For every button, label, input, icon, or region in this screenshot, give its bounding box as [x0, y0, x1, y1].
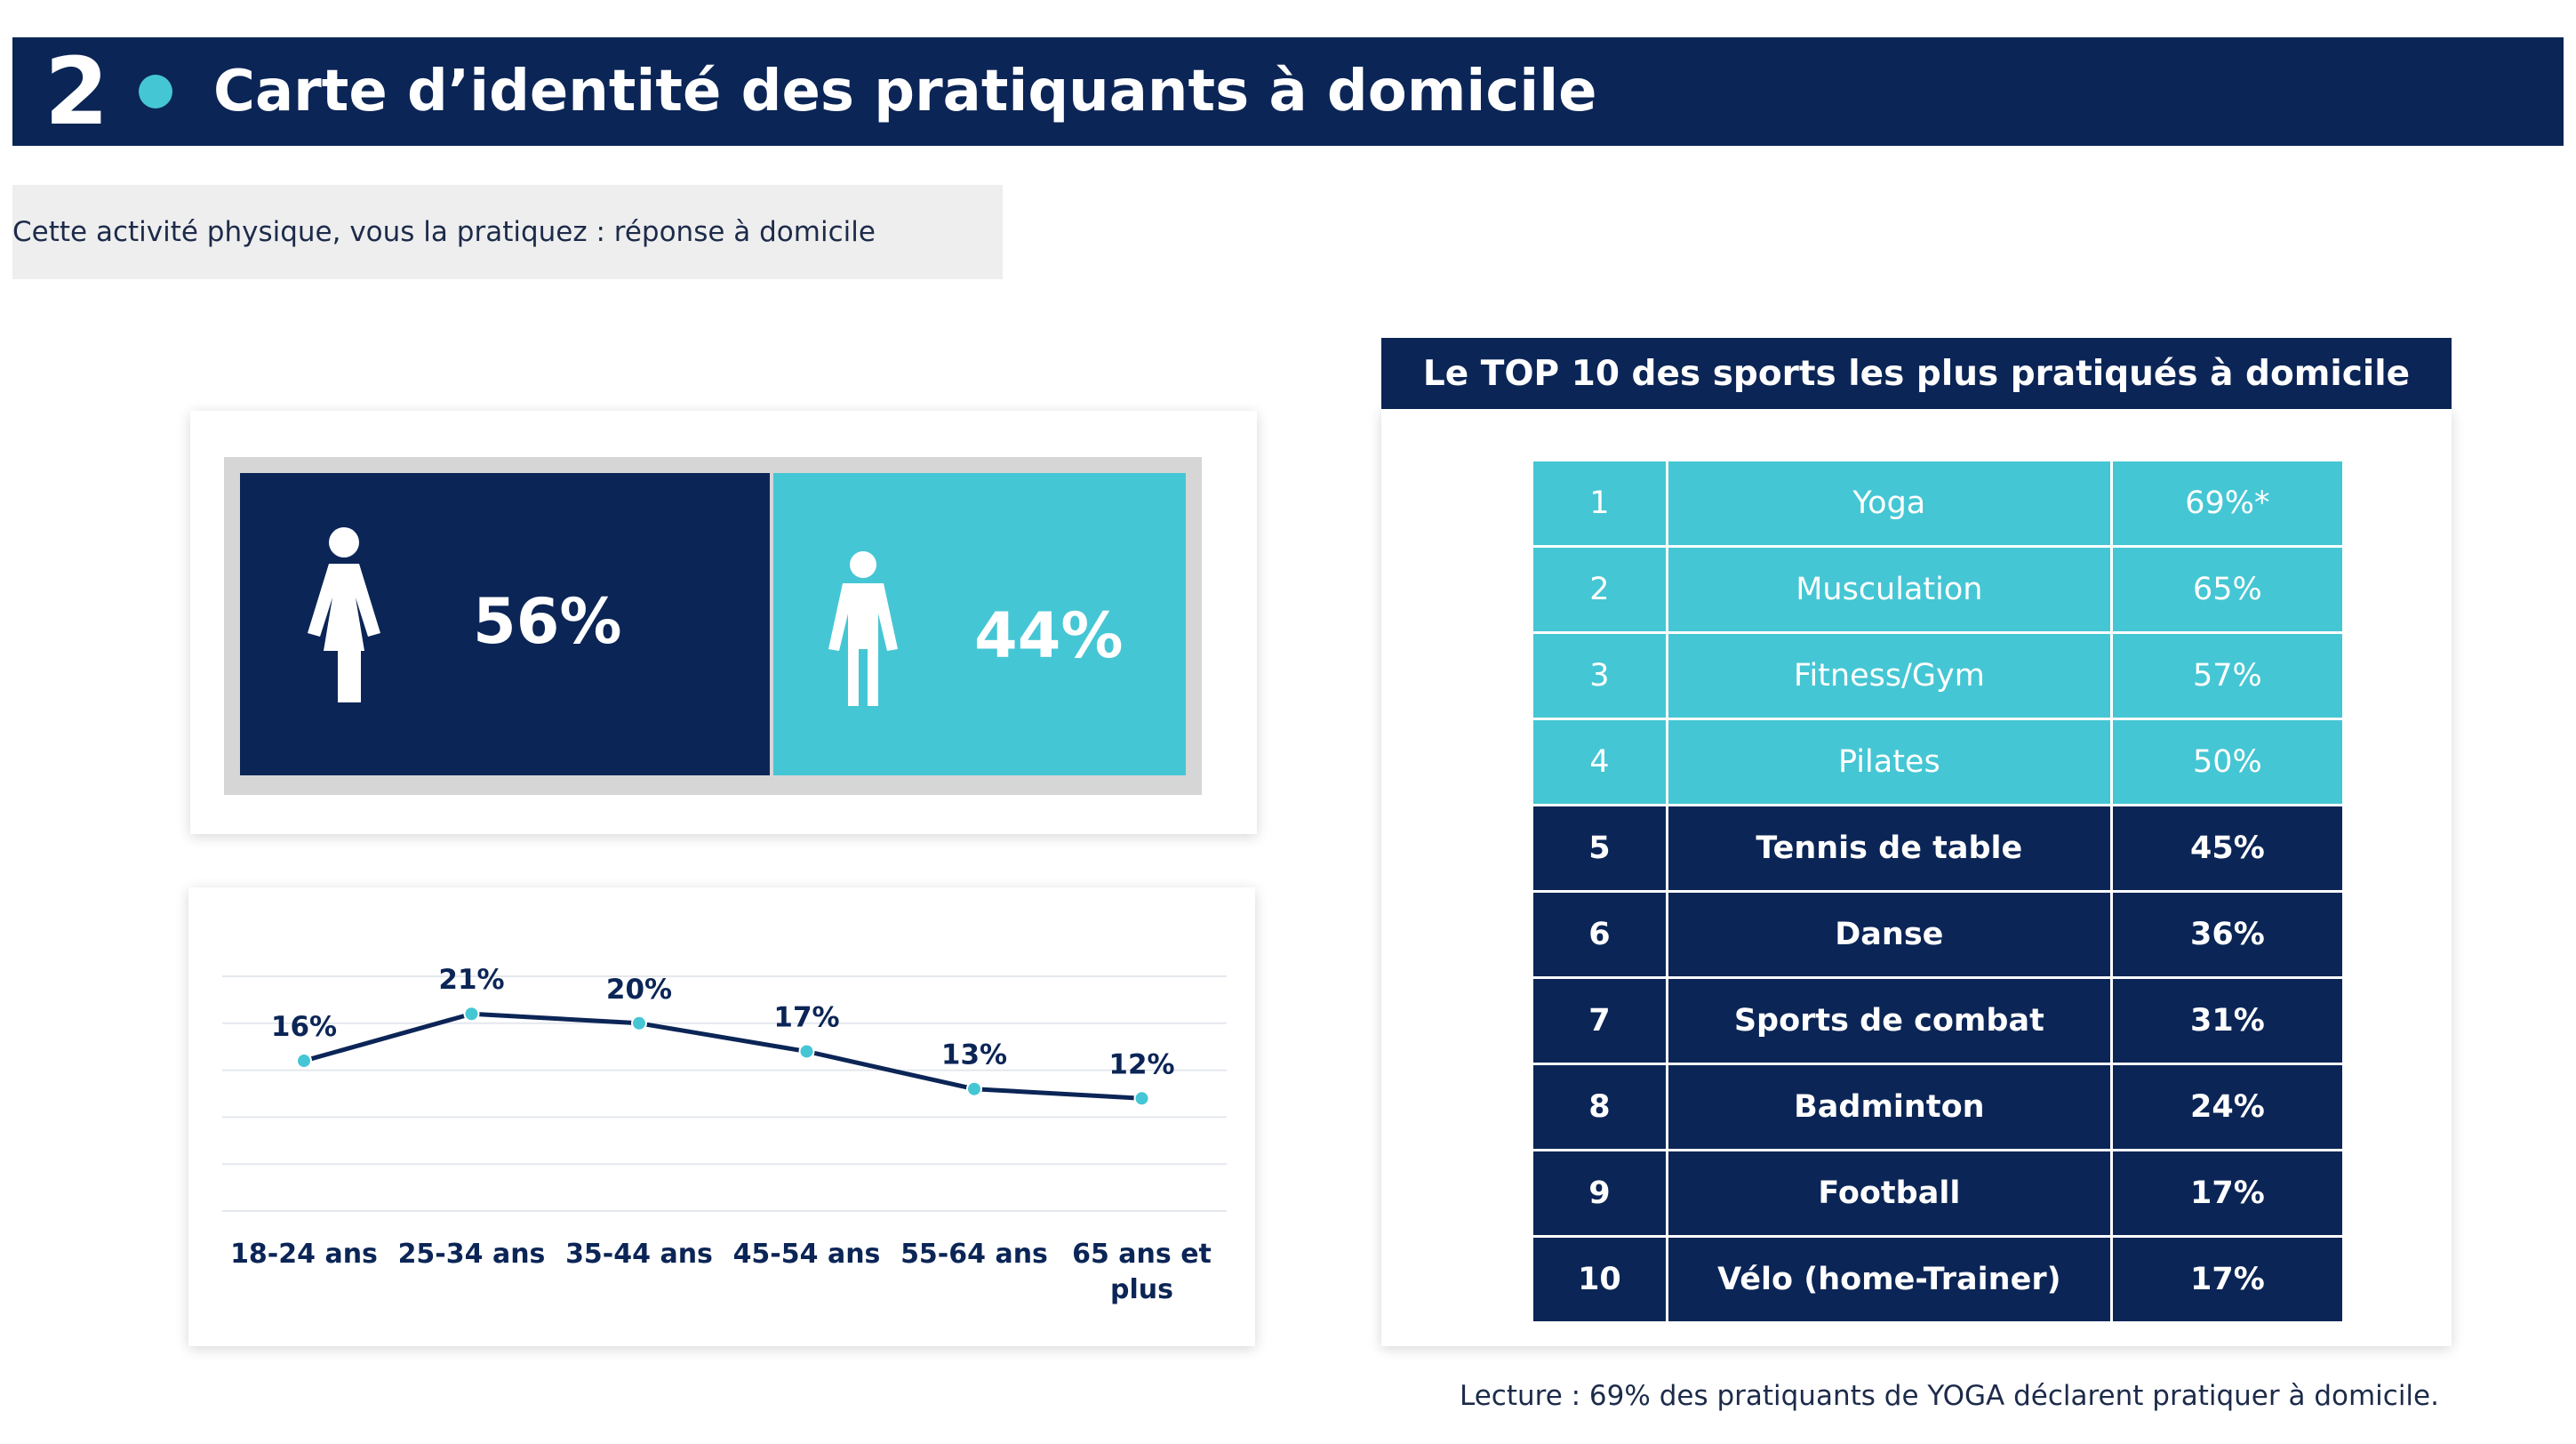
- sport-cell: Danse: [1665, 890, 2113, 979]
- table-row: 2 Musculation 65%: [1531, 545, 2346, 634]
- reading-note: Lecture : 69% des pratiquants de YOGA dé…: [1460, 1380, 2439, 1412]
- sport-cell: Vélo (home-Trainer): [1665, 1235, 2113, 1324]
- rank-cell: 3: [1531, 631, 1668, 720]
- age-chart-panel: 16% 21% 20% 17% 13% 12% 18-24 ans 25-34 ans 35-4…: [188, 887, 1255, 1346]
- data-label: 20%: [606, 974, 672, 1006]
- data-label: 12%: [1108, 1048, 1174, 1080]
- age-line-chart: 16% 21% 20% 17% 13% 12% 18-24 ans 25-34 ans 35-4…: [222, 964, 1227, 1305]
- question-text: Cette activité physique, vous la pratiqu…: [12, 216, 876, 248]
- percentage-cell: 36%: [2109, 890, 2346, 979]
- table-row: 3 Fitness/Gym 57%: [1531, 631, 2346, 720]
- data-point: [966, 1080, 982, 1097]
- x-tick-label: 18-24 ans: [230, 1239, 378, 1270]
- bullet-dot-icon: [139, 75, 172, 108]
- page-title: Carte d’identité des pratiquants à domic…: [213, 59, 1597, 124]
- rank-cell: 10: [1531, 1235, 1668, 1324]
- x-tick-label: 35-44 ans: [565, 1239, 713, 1270]
- section-header: 2 Carte d’identité des pratiquants à dom…: [12, 37, 2564, 146]
- man-icon: [828, 551, 898, 706]
- table-row: 1 Yoga 69%*: [1531, 459, 2346, 548]
- rank-cell: 8: [1531, 1063, 1668, 1151]
- question-box: Cette activité physique, vous la pratiqu…: [12, 185, 1003, 279]
- female-percentage: 56%: [473, 585, 622, 658]
- percentage-cell: 65%: [2109, 545, 2346, 634]
- data-point: [1133, 1090, 1150, 1107]
- x-tick-label: 45-54 ans: [733, 1239, 881, 1270]
- woman-icon: [308, 527, 380, 702]
- male-segment: 44%: [773, 473, 1186, 775]
- female-segment: 56%: [240, 473, 770, 775]
- percentage-cell: 31%: [2109, 976, 2346, 1065]
- top10-header: Le TOP 10 des sports les plus pratiqués …: [1381, 338, 2452, 409]
- data-point: [463, 1006, 480, 1023]
- rank-cell: 9: [1531, 1149, 1668, 1238]
- data-point: [798, 1043, 815, 1060]
- percentage-cell: 24%: [2109, 1063, 2346, 1151]
- x-tick-label: 55-64 ans: [900, 1239, 1048, 1270]
- sport-cell: Badminton: [1665, 1063, 2113, 1151]
- sport-cell: Yoga: [1665, 459, 2113, 548]
- table-row: 4 Pilates 50%: [1531, 718, 2346, 806]
- table-row: 8 Badminton 24%: [1531, 1063, 2346, 1151]
- data-label: 21%: [438, 964, 504, 996]
- sport-cell: Tennis de table: [1665, 804, 2113, 893]
- data-label: 16%: [271, 1011, 337, 1043]
- data-point: [631, 1015, 647, 1031]
- data-label: 17%: [773, 1001, 839, 1033]
- male-percentage: 44%: [974, 599, 1124, 672]
- percentage-cell: 69%*: [2109, 459, 2346, 548]
- gender-panel: 56% 44%: [190, 411, 1257, 834]
- rank-cell: 6: [1531, 890, 1668, 979]
- section-number: 2: [44, 37, 109, 146]
- data-point: [296, 1053, 312, 1070]
- sport-cell: Pilates: [1665, 718, 2113, 806]
- rank-cell: 2: [1531, 545, 1668, 634]
- rank-cell: 7: [1531, 976, 1668, 1065]
- x-tick-label: plus: [1110, 1274, 1173, 1305]
- x-tick-label: 65 ans et: [1072, 1239, 1212, 1270]
- sport-cell: Football: [1665, 1149, 2113, 1238]
- top10-title: Le TOP 10 des sports les plus pratiqués …: [1422, 353, 2411, 394]
- top10-panel: 1 Yoga 69%* 2 Musculation 65% 3 Fitness/Gym 57% 4…: [1381, 409, 2452, 1346]
- sport-cell: Fitness/Gym: [1665, 631, 2113, 720]
- sport-cell: Sports de combat: [1665, 976, 2113, 1065]
- table-row: 10 Vélo (home-Trainer) 17%: [1531, 1235, 2346, 1324]
- rank-cell: 4: [1531, 718, 1668, 806]
- percentage-cell: 57%: [2109, 631, 2346, 720]
- series-line: [303, 1011, 1142, 1101]
- sport-cell: Musculation: [1665, 545, 2113, 634]
- x-tick-label: 25-34 ans: [398, 1239, 546, 1270]
- table-row: 9 Football 17%: [1531, 1149, 2346, 1238]
- percentage-cell: 45%: [2109, 804, 2346, 893]
- rank-cell: 5: [1531, 804, 1668, 893]
- data-label: 13%: [941, 1039, 1007, 1071]
- table-row: 6 Danse 36%: [1531, 890, 2346, 979]
- table-row: 5 Tennis de table 45%: [1531, 804, 2346, 893]
- top10-table: 1 Yoga 69%* 2 Musculation 65% 3 Fitness/Gym 57% 4…: [1531, 459, 2346, 1324]
- rank-cell: 1: [1531, 459, 1668, 548]
- percentage-cell: 17%: [2109, 1235, 2346, 1324]
- percentage-cell: 50%: [2109, 718, 2346, 806]
- table-row: 7 Sports de combat 31%: [1531, 976, 2346, 1065]
- percentage-cell: 17%: [2109, 1149, 2346, 1238]
- gender-bar: 56% 44%: [224, 457, 1202, 795]
